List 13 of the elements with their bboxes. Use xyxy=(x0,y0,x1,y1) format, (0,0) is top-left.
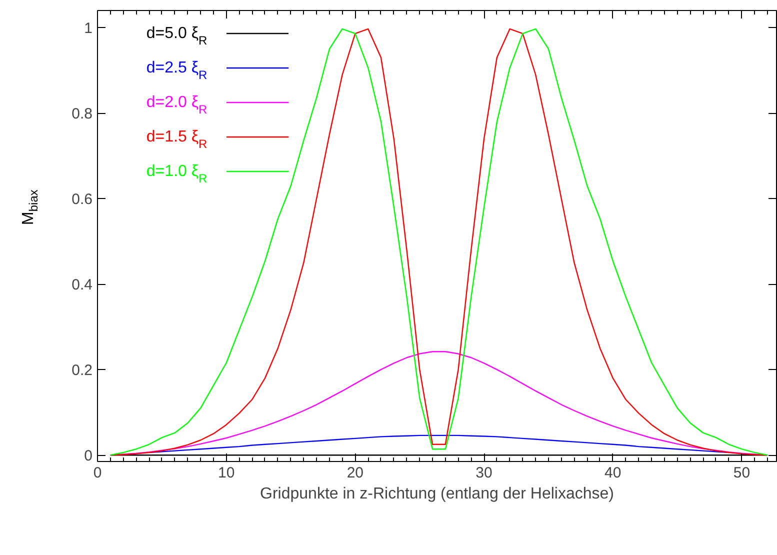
y-tick-label: 0.4 xyxy=(72,276,93,294)
x-axis-title: Gridpunkte in z-Richtung (entlang der Helixachse) xyxy=(260,486,614,502)
y-tick-label: 0 xyxy=(84,448,92,465)
x-tick-label: 30 xyxy=(476,464,492,482)
y-tick-label: 1 xyxy=(84,20,92,38)
y-tick-label: 0.6 xyxy=(72,191,93,208)
x-tick-label: 50 xyxy=(733,464,750,482)
y-tick-label: 0.2 xyxy=(72,362,93,380)
x-tick-label: 20 xyxy=(346,464,364,482)
y-axis-title: Mbiax xyxy=(20,190,40,225)
x-tick-label: 40 xyxy=(604,464,622,482)
x-tick-label: 10 xyxy=(218,464,235,482)
y-tick-label: 0.8 xyxy=(72,106,93,123)
